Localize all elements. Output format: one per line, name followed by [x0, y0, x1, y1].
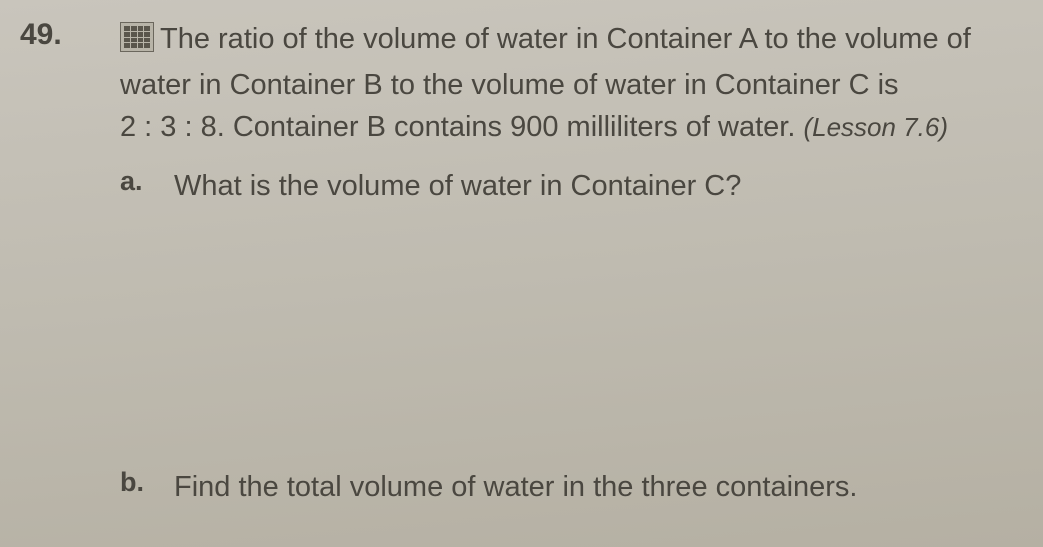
calculator-icon — [120, 22, 154, 64]
question-number: 49. — [20, 18, 62, 52]
subpart-a: a. What is the volume of water in Contai… — [120, 166, 1003, 207]
intro-line-1: The ratio of the volume of water in Cont… — [160, 23, 971, 55]
subpart-b-label: b. — [120, 467, 174, 498]
intro-line-3: 2 : 3 : 8. Container B contains 900 mill… — [120, 111, 803, 143]
subpart-a-text: What is the volume of water in Container… — [174, 166, 741, 207]
question-intro: The ratio of the volume of water in Cont… — [120, 18, 1003, 148]
lesson-reference: (Lesson 7.6) — [803, 112, 948, 142]
subpart-b-text: Find the total volume of water in the th… — [174, 467, 857, 508]
subpart-a-label: a. — [120, 166, 174, 197]
textbook-page: 49. The ratio of the volume of water in … — [0, 0, 1043, 547]
subpart-b: b. Find the total volume of water in the… — [120, 467, 1003, 508]
question-content: The ratio of the volume of water in Cont… — [120, 18, 1003, 507]
subparts: a. What is the volume of water in Contai… — [120, 166, 1003, 507]
intro-line-2: water in Container B to the volume of wa… — [120, 69, 899, 101]
